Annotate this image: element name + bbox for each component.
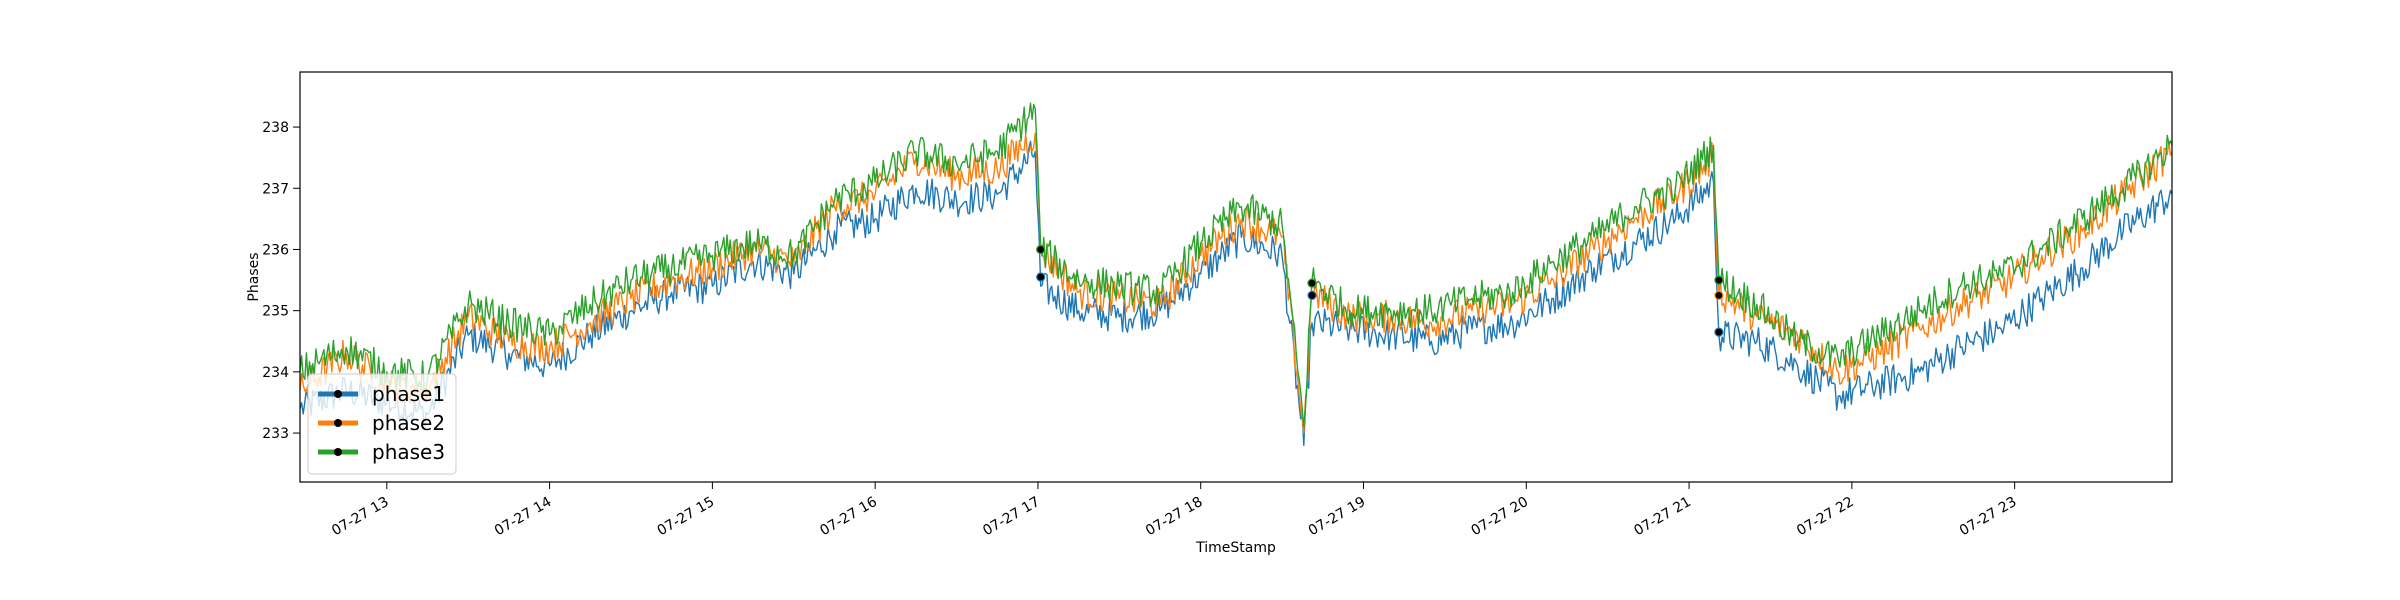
x-tick-label: 07-27 14 (492, 494, 555, 539)
marker-point-phase2 (1714, 290, 1724, 300)
legend-marker-phase2 (334, 419, 342, 427)
legend-label-phase1: phase1 (372, 382, 445, 406)
y-tick-label: 237 (262, 181, 289, 197)
x-tick-label: 07-27 13 (329, 494, 392, 539)
y-tick-label: 236 (262, 242, 289, 258)
marker-point-phase3 (1036, 244, 1046, 255)
legend-marker-phase1 (334, 390, 342, 398)
series-line-phase1 (299, 140, 2173, 446)
legend-box (307, 373, 457, 475)
x-tick-label: 07-27 22 (1794, 494, 1857, 539)
legend-label-phase3: phase3 (372, 440, 445, 464)
series-layer (299, 102, 2173, 446)
x-axis: 07-27 13 07-27 14 07-27 15 07-27 16 07-27 17… (329, 482, 2019, 539)
y-tick-label: 233 (262, 426, 289, 442)
marker-point-phase3 (1307, 278, 1317, 288)
y-tick-label: 235 (262, 304, 289, 320)
x-tick-label: 07-27 16 (817, 494, 880, 539)
x-tick-label: 07-27 15 (655, 494, 718, 539)
marker-point-phase1 (1307, 290, 1317, 300)
series-line-phase2 (299, 132, 2173, 434)
legend-label-phase2: phase2 (372, 411, 445, 435)
plot-frame (299, 71, 2173, 483)
legend: phase1 phase2 phase3 (307, 373, 457, 475)
x-tick-label: 07-27 20 (1469, 494, 1532, 539)
x-tick-label: 07-27 21 (1631, 494, 1694, 539)
x-tick-label: 07-27 19 (1306, 494, 1369, 539)
y-tick-label: 234 (262, 365, 289, 381)
y-tick-label: 238 (262, 120, 289, 136)
y-axis: 233 234 235 236 237 238 (262, 120, 300, 442)
marker-point-phase1 (1714, 327, 1724, 337)
x-axis-label: TimeStamp (1195, 540, 1276, 556)
x-tick-label: 07-27 17 (980, 494, 1043, 539)
series-line-phase3 (299, 102, 2173, 428)
marker-point-phase1 (1036, 272, 1046, 282)
marker-layer (1036, 244, 1724, 337)
y-axis-label: Phases (246, 252, 262, 301)
marker-point-phase3 (1714, 275, 1724, 285)
x-tick-label: 07-27 18 (1143, 494, 1206, 539)
legend-marker-phase3 (334, 448, 342, 456)
x-tick-label: 07-27 23 (1957, 494, 2020, 539)
